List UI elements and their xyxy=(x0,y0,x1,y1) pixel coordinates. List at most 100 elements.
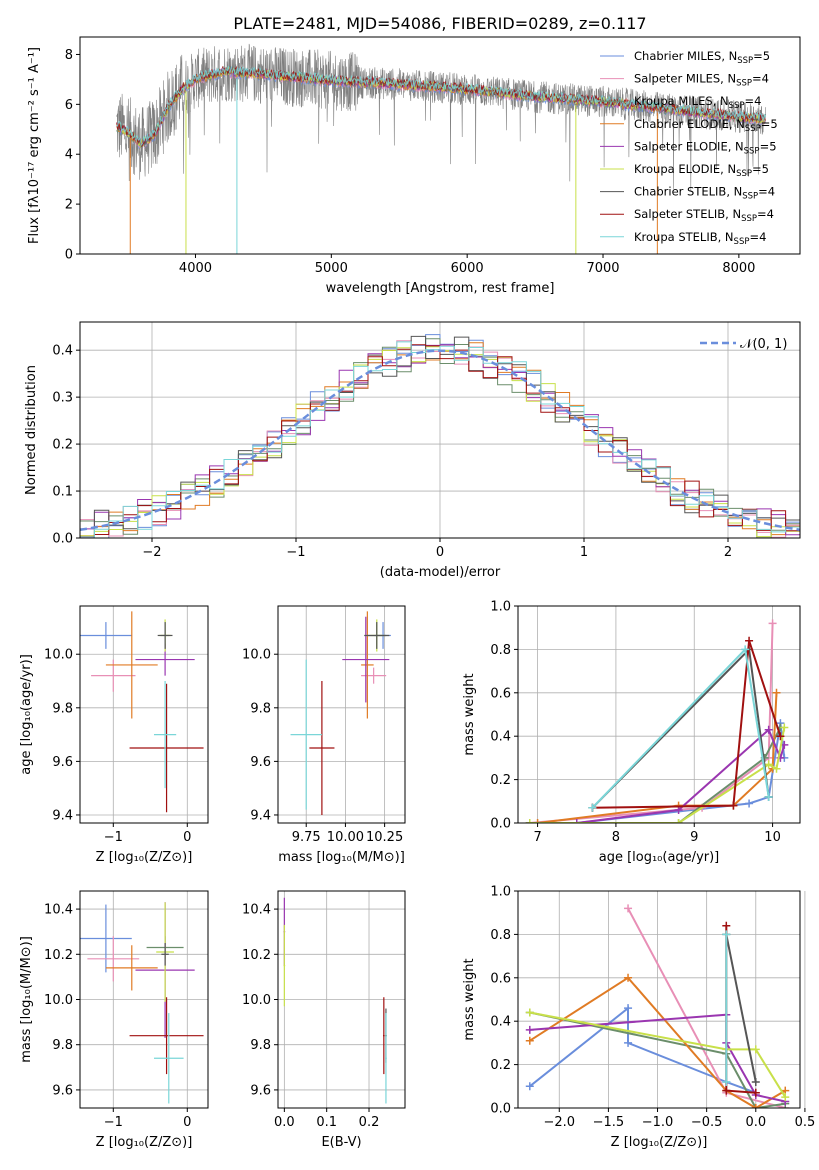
weight-marker-chabrier_stelib xyxy=(751,1077,760,1086)
x-tick-label: 4000 xyxy=(179,261,212,276)
y-tick-label: 1.0 xyxy=(490,600,511,615)
weight-marker-salpeter_stelib xyxy=(722,921,731,930)
x-tick-label: 7000 xyxy=(586,261,619,276)
y-tick-label: 0.0 xyxy=(490,817,511,832)
x-axis-label: Z [log₁₀(Z/Z⊙)] xyxy=(611,1135,708,1150)
y-axis-label: Flux [fλ10⁻¹⁷ erg cm⁻² s⁻¹ A⁻¹] xyxy=(27,47,42,244)
legend-label: Salpeter MILES, NSSP=4 xyxy=(634,72,769,89)
x-tick-label: −0.5 xyxy=(691,1115,723,1130)
weight-marker-kroupa_stelib xyxy=(722,1077,731,1086)
y-tick-label: 9.8 xyxy=(250,701,271,716)
x-tick-label: 2 xyxy=(724,545,732,560)
legend-label: Kroupa MILES, NSSP=4 xyxy=(634,94,761,111)
legend-label: Chabrier MILES, NSSP=5 xyxy=(634,49,770,66)
weight-marker-salpeter_elodie xyxy=(572,819,581,823)
histogram-salpeter_stelib xyxy=(80,344,800,538)
weight-marker-chabrier_elodie xyxy=(533,819,542,823)
x-tick-label: −2.0 xyxy=(543,1115,575,1130)
x-tick-label: 0.2 xyxy=(359,1115,380,1130)
weight-marker-chabrier_elodie xyxy=(525,1036,534,1045)
y-tick-label: 10.4 xyxy=(44,903,73,918)
axes-frame xyxy=(277,605,406,824)
x-tick-label: 7 xyxy=(533,830,541,845)
axes-frame xyxy=(79,36,801,255)
y-tick-label: 9.4 xyxy=(250,808,271,823)
legend-label: 𝒩(0, 1) xyxy=(740,337,787,352)
y-tick-label: 0.4 xyxy=(490,730,511,745)
y-tick-label: 9.6 xyxy=(52,755,73,770)
y-tick-label: 0.2 xyxy=(490,1058,511,1073)
y-tick-label: 10.0 xyxy=(44,993,73,1008)
age-vs-metallicity-panel: −1 0 9.4 9.6 9.8 10.0 Z [log₁₀(Z/Z⊙)] age [log₁… xyxy=(19,605,209,865)
y-tick-label: 0 xyxy=(65,248,73,263)
weight-marker-chabrier_elodie xyxy=(624,973,633,982)
weight-marker-salpeter_elodie xyxy=(525,1025,534,1034)
weight-marker-chabrier_elodie xyxy=(772,688,781,697)
weight-vs-age-panel: 7 8 9 10 0.0 0.2 0.4 0.6 0.8 1.0 age [log₁₀(age/yr… xyxy=(462,600,801,865)
weight-marker-chabrier_elodie xyxy=(751,1104,760,1108)
x-tick-label: 9.75 xyxy=(292,830,321,845)
axes-frame xyxy=(517,890,801,1109)
x-tick-label: 6000 xyxy=(451,261,484,276)
weight-marker-chabrier_miles xyxy=(745,799,754,808)
y-tick-label: 4 xyxy=(65,148,73,163)
model-spectrum-kroupa_stelib xyxy=(116,65,766,147)
age-vs-mass-panel: 9.75 10.00 10.25 9.4 9.6 9.8 10.0 mass [log₁₀(M… xyxy=(242,605,406,865)
weight-vs-metallicity-panel: −2.0 −1.5 −1.0 −0.5 0.0 0.5 0.0 0.2 0.4 0.6 0.8 1.0… xyxy=(462,885,815,1151)
plot-area xyxy=(525,619,789,823)
y-tick-label: 0.6 xyxy=(490,686,511,701)
weight-marker-salpeter_stelib xyxy=(751,1088,760,1097)
legend-label: Salpeter STELIB, NSSP=4 xyxy=(634,207,774,224)
weight-marker-chabrier_miles xyxy=(624,1038,633,1047)
y-tick-label: 8 xyxy=(65,48,73,63)
plot-area xyxy=(80,611,204,813)
y-tick-label: 9.6 xyxy=(250,755,271,770)
x-tick-label: 10.25 xyxy=(366,830,403,845)
weight-marker-salpeter_miles xyxy=(624,904,633,913)
y-tick-label: 2 xyxy=(65,198,73,213)
mass-vs-ebv-panel: 0.0 0.1 0.2 9.6 9.8 10.0 10.2 10.4 E(B-V) xyxy=(242,890,406,1150)
x-axis-label: mass [log₁₀(M/M⊙)] xyxy=(278,850,405,865)
legend-label: Salpeter ELODIE, NSSP=5 xyxy=(634,139,777,156)
x-tick-label: 9 xyxy=(690,830,698,845)
weight-line-salpeter_miles xyxy=(529,623,774,823)
weight-marker-salpeter_stelib xyxy=(776,732,785,741)
weight-marker-chabrier_miles xyxy=(525,1082,534,1091)
y-tick-label: 0.4 xyxy=(52,344,73,359)
y-tick-label: 10.2 xyxy=(242,948,271,963)
axes-frame xyxy=(79,605,209,824)
y-tick-label: 0.0 xyxy=(490,1102,511,1117)
x-tick-label: 8000 xyxy=(722,261,755,276)
y-tick-label: 10.0 xyxy=(44,648,73,663)
residuals-panel: −2 −1 0 1 2 0.0 0.1 0.2 0.3 0.4 (data-model)/error… xyxy=(24,321,801,580)
y-axis-label: mass weight xyxy=(462,958,477,1040)
weight-marker-kroupa_elodie xyxy=(525,819,534,823)
weight-line-kroupa_miles xyxy=(529,727,782,823)
y-tick-label: 10.4 xyxy=(242,903,271,918)
weight-marker-kroupa_elodie xyxy=(674,819,683,823)
mass-vs-metallicity-panel: −1 0 9.6 9.8 10.0 10.2 10.4 Z [log₁₀(Z/Z⊙)] mass… xyxy=(19,890,209,1150)
weight-marker-kroupa_elodie xyxy=(751,1045,760,1054)
x-tick-label: 0 xyxy=(183,830,191,845)
x-tick-label: 10 xyxy=(764,830,781,845)
axes-frame xyxy=(517,605,801,824)
weight-marker-kroupa_stelib xyxy=(764,792,773,801)
x-tick-label: 0 xyxy=(436,545,444,560)
y-tick-label: 10.0 xyxy=(242,648,271,663)
weight-marker-salpeter_stelib xyxy=(745,636,754,645)
x-tick-label: 0.0 xyxy=(274,1115,295,1130)
y-axis-label: age [log₁₀(age/yr)] xyxy=(19,654,34,775)
weight-marker-chabrier_miles xyxy=(624,1004,633,1013)
weight-line-salpeter_elodie xyxy=(576,728,786,823)
y-tick-label: 0.4 xyxy=(490,1015,511,1030)
weight-line-chabrier_stelib xyxy=(591,647,770,809)
x-tick-label: 0.5 xyxy=(795,1115,816,1130)
plot-area xyxy=(525,904,790,1108)
plot-area xyxy=(80,902,204,1104)
weight-marker-salpeter_stelib xyxy=(729,801,738,810)
gaussian-reference-line xyxy=(80,349,800,532)
x-axis-label: (data-model)/error xyxy=(380,565,501,580)
y-tick-label: 10.0 xyxy=(242,993,271,1008)
weight-line-kroupa_elodie xyxy=(529,1011,787,1098)
x-tick-label: −1.0 xyxy=(642,1115,674,1130)
